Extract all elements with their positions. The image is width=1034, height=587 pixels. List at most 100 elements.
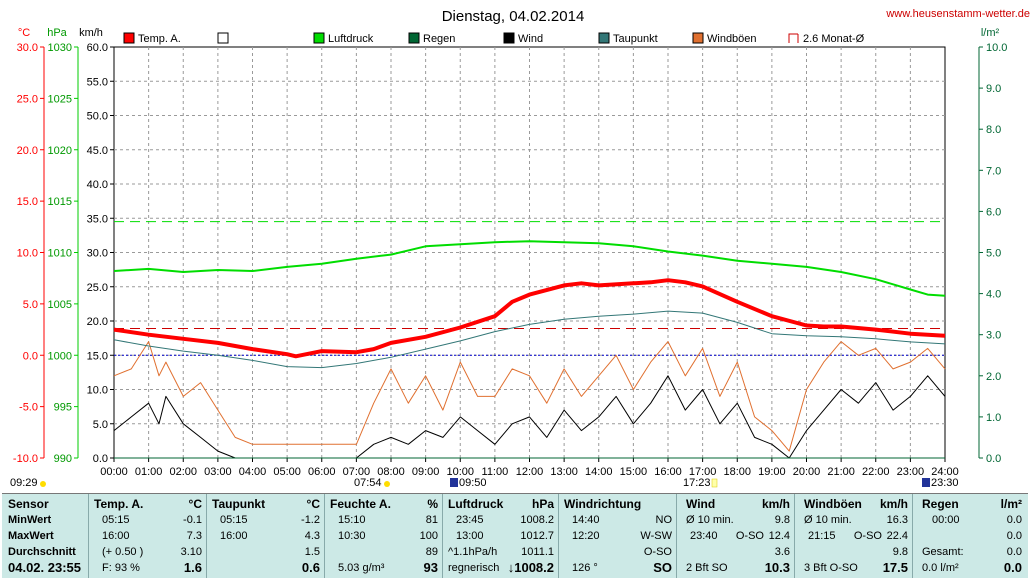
dewpoint-current-value: 0.6 <box>301 560 320 575</box>
x-tick-label: 22:00 <box>862 466 890 478</box>
rain-tick-label: 3.0 <box>986 330 1001 342</box>
humidity-absolute: 5.03 g/m³ <box>338 562 385 574</box>
pressure-min-value: 1008.2 <box>520 514 554 526</box>
x-tick-label: 02:00 <box>169 466 197 478</box>
wind-tick-label: 15.0 <box>87 350 108 362</box>
winddir-header: Windrichtung <box>564 497 642 511</box>
avg-label: Durchschnitt <box>8 546 76 558</box>
humidity-min-time: 15:10 <box>338 514 366 526</box>
wind-tick-label: 50.0 <box>87 111 108 123</box>
website-link[interactable]: www.heusenstamm-wetter.de <box>885 8 1030 20</box>
rain-current-extra: 0.0 l/m² <box>922 562 959 574</box>
legend-label: Taupunkt <box>613 33 658 45</box>
gusts-unit: km/h <box>879 497 908 511</box>
x-tick-label: 13:00 <box>550 466 578 478</box>
moon-other-time: 23:30 <box>931 477 959 489</box>
pressure-line <box>113 240 946 297</box>
x-axis: 00:00 01:00 02:00 03:00 04:00 05:00 06:00 07:00… <box>100 458 959 478</box>
pressure-tick-label: 995 <box>54 402 72 414</box>
x-tick-label: 12:00 <box>516 466 544 478</box>
temp-min-time: 05:15 <box>102 514 130 526</box>
moonset-icon <box>450 478 458 487</box>
wind-avg-value: 3.6 <box>774 546 790 558</box>
stats-col-rain: Regen l/m² 00:00 0.0 0.0 Gesamt: 0.0 0.0 l/… <box>914 494 1026 578</box>
pressure-tick-label: 1015 <box>48 196 72 208</box>
pressure-max-value: 1012.7 <box>520 530 554 542</box>
pressure-tick-label: 990 <box>54 453 72 465</box>
x-tick-label: 16:00 <box>654 466 682 478</box>
x-tick-label: 01:00 <box>135 466 163 478</box>
temp-tick-label: -10.0 <box>13 453 38 465</box>
legend-swatch <box>788 33 799 43</box>
legend-swatch <box>598 32 610 44</box>
gusts-min-value: 16.3 <box>886 514 908 526</box>
sunset-icon <box>711 478 718 488</box>
moonrise-icon <box>40 481 46 487</box>
legend-label: Regen <box>423 33 455 45</box>
dewpoint-header: Taupunkt <box>212 497 266 511</box>
stats-col-pressure: Luftdruck hPa 23:45 1008.2 13:00 1012.7 ^1.… <box>444 494 559 578</box>
humidity-max-value: 100 <box>419 530 438 542</box>
rain-header: Regen <box>922 497 959 511</box>
x-tick-label: 07:00 <box>343 466 371 478</box>
rain-tick-label: 1.0 <box>986 412 1001 424</box>
sunrise-time: 07:54 <box>354 477 382 489</box>
grid <box>114 47 945 458</box>
temp-current-value: 1.6 <box>183 560 202 575</box>
winddir-min-value: NO <box>655 514 673 526</box>
legend-swatch <box>408 32 420 44</box>
wind-min-label: Ø 10 min. <box>686 514 734 526</box>
x-tick-label: 17:00 <box>689 466 717 478</box>
wind-tick-label: 30.0 <box>87 248 108 260</box>
pressure-avg-value: 1011.1 <box>521 546 554 558</box>
rain-max-value: 0.0 <box>1006 530 1022 542</box>
rain-total-value: 0.0 <box>1006 546 1022 558</box>
temp-avg-value: 3.10 <box>180 546 202 558</box>
temp-tick-label: 25.0 <box>17 93 38 105</box>
moonrise-time: 09:29 <box>10 477 38 489</box>
max-label: MaxWert <box>8 530 54 542</box>
rain-min-time: 00:00 <box>932 514 960 526</box>
reference-lines <box>114 221 945 356</box>
winddir-degrees: 126 ° <box>572 562 598 574</box>
rain-min-value: 0.0 <box>1006 514 1022 526</box>
dewpoint-min-time: 05:15 <box>220 514 248 526</box>
wind-header: Wind <box>686 497 716 511</box>
pressure-tick-label: 1020 <box>48 145 72 157</box>
unit-hpa: hPa <box>47 27 67 39</box>
rain-tick-label: 2.0 <box>986 371 1001 383</box>
winddir-max-time: 12:20 <box>572 530 600 542</box>
temperature-line <box>113 278 946 359</box>
x-tick-label: 14:00 <box>585 466 613 478</box>
gusts-avg-value: 9.8 <box>892 546 908 558</box>
gusts-header: Windböen <box>804 497 862 511</box>
legend-label: Temp. A. <box>138 33 181 45</box>
gusts-min-label: Ø 10 min. <box>804 514 852 526</box>
winddir-current-value: SO <box>653 560 672 575</box>
x-tick-label: 20:00 <box>793 466 821 478</box>
rain-tick-label: 8.0 <box>986 124 1001 136</box>
x-tick-label: 11:00 <box>482 466 509 478</box>
sunset-time: 17:23 <box>683 477 711 489</box>
temp-avg-extra: (+ 0.50 ) <box>102 546 144 558</box>
sensor-header: Sensor <box>8 497 49 511</box>
temp-tick-label: 0.0 <box>23 350 38 362</box>
stats-col-winddir: Windrichtung 14:40 NO 12:20 W-SW O-SO 126 … <box>560 494 677 578</box>
legend-swatch <box>217 32 229 44</box>
stats-col-sensor: Sensor MinWert MaxWert Durchschnitt 04.0… <box>2 494 89 578</box>
chart-title: Dienstag, 04.02.2014 <box>442 8 585 25</box>
pressure-header: Luftdruck <box>448 497 504 511</box>
x-tick-label: 05:00 <box>273 466 301 478</box>
humidity-current-value: 93 <box>423 560 438 575</box>
humidity-unit: % <box>427 497 438 511</box>
x-tick-label: 06:00 <box>308 466 336 478</box>
pressure-min-time: 23:45 <box>456 514 484 526</box>
pressure-tick-label: 1000 <box>48 350 72 362</box>
legend-swatch <box>692 32 704 44</box>
wind-tick-label: 60.0 <box>87 42 108 54</box>
dewpoint-max-value: 4.3 <box>304 530 320 542</box>
x-tick-label: 04:00 <box>239 466 267 478</box>
dewpoint-min-value: -1.2 <box>301 514 320 526</box>
current-datetime: 04.02. 23:55 <box>8 560 82 575</box>
x-tick-label: 03:00 <box>204 466 232 478</box>
